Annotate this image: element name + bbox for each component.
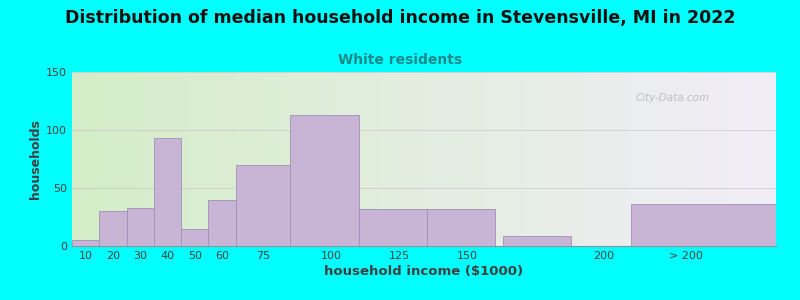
Bar (181, 229, 209, 246)
Text: Distribution of median household income in Stevensville, MI in 2022: Distribution of median household income … (65, 9, 735, 27)
Bar (99, 211, 126, 246)
X-axis label: household income ($1000): household income ($1000) (325, 265, 523, 278)
Bar (126, 208, 154, 246)
Bar (503, 236, 571, 246)
Bar (236, 165, 290, 246)
Y-axis label: households: households (29, 119, 42, 199)
Bar (290, 115, 358, 246)
Bar (358, 209, 426, 246)
Bar (154, 138, 181, 246)
Bar (72, 240, 99, 246)
Text: White residents: White residents (338, 52, 462, 67)
Text: City-Data.com: City-Data.com (635, 93, 710, 103)
Bar (209, 200, 236, 246)
Bar (631, 204, 795, 246)
Bar (426, 209, 495, 246)
